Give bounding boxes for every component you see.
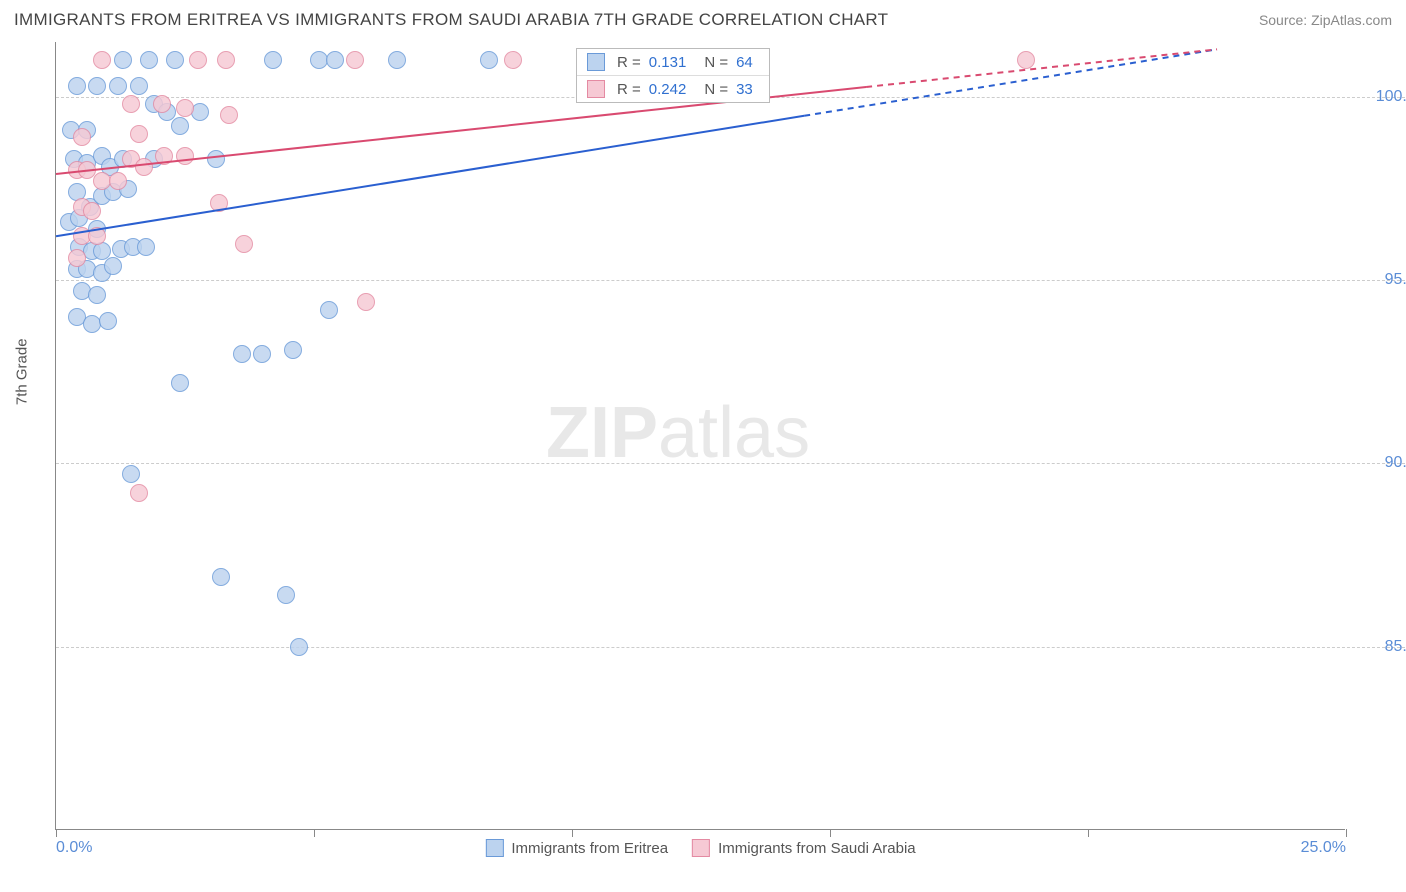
n-label: N =	[704, 81, 728, 98]
legend-swatch-icon	[692, 839, 710, 857]
legend-swatch-eritrea	[587, 53, 605, 71]
x-tick	[56, 829, 57, 837]
legend-row-eritrea: R = 0.131 N = 64	[577, 49, 769, 76]
chart-title: IMMIGRANTS FROM ERITREA VS IMMIGRANTS FR…	[14, 10, 888, 30]
x-tick-label: 25.0%	[1301, 839, 1346, 857]
correlation-legend: R = 0.131 N = 64 R = 0.242 N = 33	[576, 48, 770, 103]
r-label: R =	[617, 54, 641, 71]
trend-lines	[56, 42, 1346, 830]
x-tick-label: 0.0%	[56, 839, 92, 857]
x-tick	[1088, 829, 1089, 837]
y-tick-label: 85.0%	[1350, 638, 1406, 656]
legend-label-eritrea: Immigrants from Eritrea	[511, 840, 668, 857]
r-label: R =	[617, 81, 641, 98]
legend-swatch-saudi	[587, 80, 605, 98]
y-axis-title: 7th Grade	[14, 338, 31, 405]
x-tick	[830, 829, 831, 837]
y-tick-label: 100.0%	[1350, 88, 1406, 106]
legend-row-saudi: R = 0.242 N = 33	[577, 76, 769, 102]
y-tick-label: 90.0%	[1350, 454, 1406, 472]
legend-item-eritrea: Immigrants from Eritrea	[485, 839, 668, 857]
x-tick	[314, 829, 315, 837]
n-value-eritrea: 64	[736, 54, 753, 71]
legend-label-saudi: Immigrants from Saudi Arabia	[718, 840, 916, 857]
y-tick-label: 95.0%	[1350, 271, 1406, 289]
chart-plot-area: ZIPatlas 85.0%90.0%95.0%100.0% 0.0%25.0%…	[55, 42, 1345, 830]
legend-item-saudi: Immigrants from Saudi Arabia	[692, 839, 916, 857]
x-tick	[1346, 829, 1347, 837]
r-value-eritrea: 0.131	[649, 54, 687, 71]
r-value-saudi: 0.242	[649, 81, 687, 98]
n-label: N =	[704, 54, 728, 71]
source-attribution: Source: ZipAtlas.com	[1259, 12, 1392, 28]
n-value-saudi: 33	[736, 81, 753, 98]
legend-swatch-icon	[485, 839, 503, 857]
x-tick	[572, 829, 573, 837]
series-legend: Immigrants from Eritrea Immigrants from …	[485, 839, 915, 857]
